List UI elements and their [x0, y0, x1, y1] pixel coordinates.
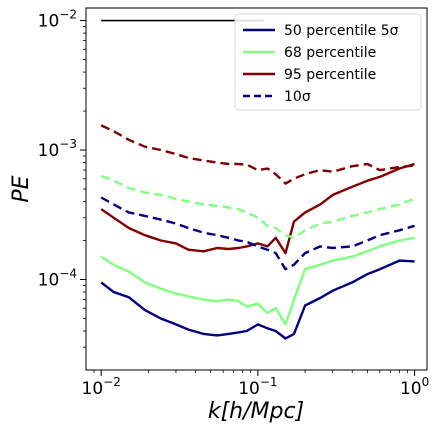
legend-label-3: 10σ: [284, 89, 311, 105]
series-line-1: [100, 236, 415, 326]
y-tick-label-1: 10−3: [38, 137, 77, 161]
x-tick-label-0: 10−2: [82, 375, 121, 399]
series-line-2: [100, 162, 415, 255]
legend-label-1: 68 percentile: [284, 45, 376, 61]
series-line-3: [100, 196, 415, 271]
series-line-5: [100, 124, 415, 185]
x-axis-label: k[h/Mpc]: [208, 399, 304, 424]
legend-box: [234, 13, 422, 111]
y-tick-label-2: 10−2: [38, 8, 77, 32]
x-tick-label-1: 10−1: [238, 375, 277, 399]
legend-label-2: 95 percentile: [284, 67, 376, 83]
series-line-0: [100, 259, 415, 340]
series-layer: [100, 124, 416, 340]
series-line-4: [100, 174, 416, 240]
legend-label-0: 50 percentile 5σ: [284, 23, 399, 39]
ticks-layer: 10−2 10−1 100 10−4 10−3 10−2: [38, 8, 430, 399]
legend: 50 percentile 5σ 68 percentile 95 percenti…: [234, 13, 422, 111]
y-axis-label: PE: [9, 175, 34, 202]
y-tick-label-0: 10−4: [38, 267, 77, 291]
x-tick-label-2: 100: [400, 375, 429, 399]
